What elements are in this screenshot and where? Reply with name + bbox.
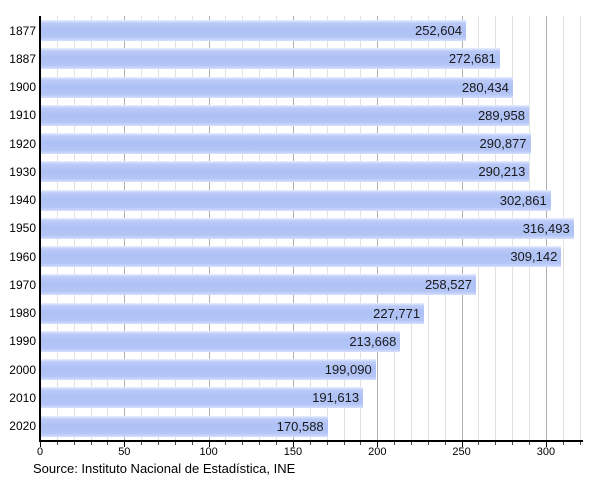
tick-minor bbox=[562, 442, 564, 445]
tick-minor bbox=[242, 442, 244, 445]
tick-minor bbox=[141, 442, 143, 445]
bar-value-label: 199,090 bbox=[324, 362, 372, 378]
tick-minor bbox=[410, 442, 412, 445]
tick-minor bbox=[529, 442, 531, 445]
tick-minor bbox=[191, 442, 193, 445]
tick-minor bbox=[326, 442, 328, 445]
tick-minor bbox=[90, 442, 92, 445]
x-tick-label-150: 150 bbox=[283, 446, 303, 458]
tick-minor bbox=[73, 442, 75, 445]
bar-value-label: 170,588 bbox=[276, 418, 324, 434]
x-tick-label-250: 250 bbox=[452, 446, 471, 458]
bar-value-label: 302,861 bbox=[499, 192, 547, 208]
tick-major bbox=[124, 442, 126, 447]
bar-value-label: 191,613 bbox=[312, 390, 360, 406]
year-label-1950: 1950 bbox=[9, 221, 36, 236]
year-label-1920: 1920 bbox=[9, 136, 36, 151]
x-tick-label-50: 50 bbox=[118, 446, 131, 458]
tick-major bbox=[377, 442, 379, 447]
x-tick-label-300: 300 bbox=[536, 446, 556, 458]
tick-minor bbox=[394, 442, 396, 445]
bar-value-label: 309,142 bbox=[510, 249, 558, 265]
bar-1877: 252,604 bbox=[40, 20, 466, 41]
tick-minor bbox=[579, 442, 581, 445]
bar-1940: 302,861 bbox=[40, 189, 551, 211]
bar-value-label: 290,877 bbox=[479, 136, 527, 152]
tick-minor bbox=[276, 442, 278, 445]
source-caption: Source: Instituto Nacional de Estadístic… bbox=[33, 461, 296, 476]
tick-minor bbox=[309, 442, 311, 445]
year-label-1900: 1900 bbox=[9, 80, 36, 95]
bar-2000: 199,090 bbox=[40, 359, 376, 381]
tick-minor bbox=[56, 442, 58, 445]
tick-major bbox=[461, 442, 463, 447]
bar-value-label: 272,681 bbox=[448, 51, 496, 67]
tick-minor bbox=[512, 442, 514, 445]
tick-major bbox=[208, 442, 210, 447]
bar-1900: 280,434 bbox=[40, 76, 513, 98]
year-label-2010: 2010 bbox=[9, 390, 36, 405]
x-tick-label-0: 0 bbox=[36, 446, 44, 458]
tick-major bbox=[40, 442, 41, 447]
tick-minor bbox=[427, 442, 429, 445]
x-tick-label-200: 200 bbox=[368, 446, 387, 458]
bar-1970: 258,527 bbox=[40, 274, 476, 296]
bar-value-label: 227,771 bbox=[373, 305, 421, 321]
tick-minor bbox=[495, 442, 497, 445]
bar-value-label: 289,958 bbox=[477, 107, 525, 123]
tick-minor bbox=[107, 442, 109, 445]
year-label-1980: 1980 bbox=[9, 306, 36, 321]
tick-minor bbox=[478, 442, 480, 445]
year-label-1970: 1970 bbox=[9, 277, 36, 292]
x-axis-line bbox=[39, 440, 583, 442]
tick-minor bbox=[360, 442, 362, 445]
year-label-1990: 1990 bbox=[9, 334, 36, 349]
bar-value-label: 213,668 bbox=[349, 333, 397, 349]
y-axis-line bbox=[39, 16, 41, 442]
bar-1950: 316,493 bbox=[40, 217, 574, 239]
year-label-1960: 1960 bbox=[9, 249, 36, 264]
bar-value-label: 316,493 bbox=[522, 220, 570, 236]
year-label-1887: 1887 bbox=[9, 51, 36, 66]
bar-1920: 290,877 bbox=[40, 133, 531, 155]
tick-major bbox=[545, 442, 547, 447]
bar-1980: 227,771 bbox=[40, 302, 425, 324]
x-tick-label-100: 100 bbox=[199, 446, 218, 458]
year-label-1930: 1930 bbox=[9, 164, 36, 179]
bar-2020: 170,588 bbox=[40, 415, 328, 437]
bar-1887: 272,681 bbox=[40, 48, 500, 70]
gridline-minor bbox=[579, 16, 581, 440]
bar-value-label: 252,604 bbox=[414, 23, 462, 38]
bar-1910: 289,958 bbox=[40, 104, 529, 126]
bar-value-label: 258,527 bbox=[424, 277, 472, 293]
bar-1960: 309,142 bbox=[40, 246, 562, 268]
bar-value-label: 280,434 bbox=[461, 79, 509, 95]
tick-minor bbox=[259, 442, 261, 445]
year-label-2000: 2000 bbox=[9, 362, 36, 377]
year-label-1940: 1940 bbox=[9, 193, 36, 208]
tick-minor bbox=[225, 442, 227, 445]
year-label-1877: 1877 bbox=[9, 23, 36, 38]
plot-area: 252,604 272,681 280,434 289,958 290,877 290,2… bbox=[40, 16, 583, 440]
bar-value-label: 290,213 bbox=[478, 164, 526, 180]
tick-minor bbox=[343, 442, 345, 445]
year-label-1910: 1910 bbox=[9, 108, 36, 123]
bar-1930: 290,213 bbox=[40, 161, 530, 183]
tick-minor bbox=[444, 442, 446, 445]
tick-major bbox=[292, 442, 294, 447]
tick-minor bbox=[158, 442, 160, 445]
bar-2010: 191,613 bbox=[40, 387, 364, 409]
year-label-2020: 2020 bbox=[9, 419, 36, 434]
bar-1990: 213,668 bbox=[40, 330, 401, 352]
tick-minor bbox=[174, 442, 176, 445]
